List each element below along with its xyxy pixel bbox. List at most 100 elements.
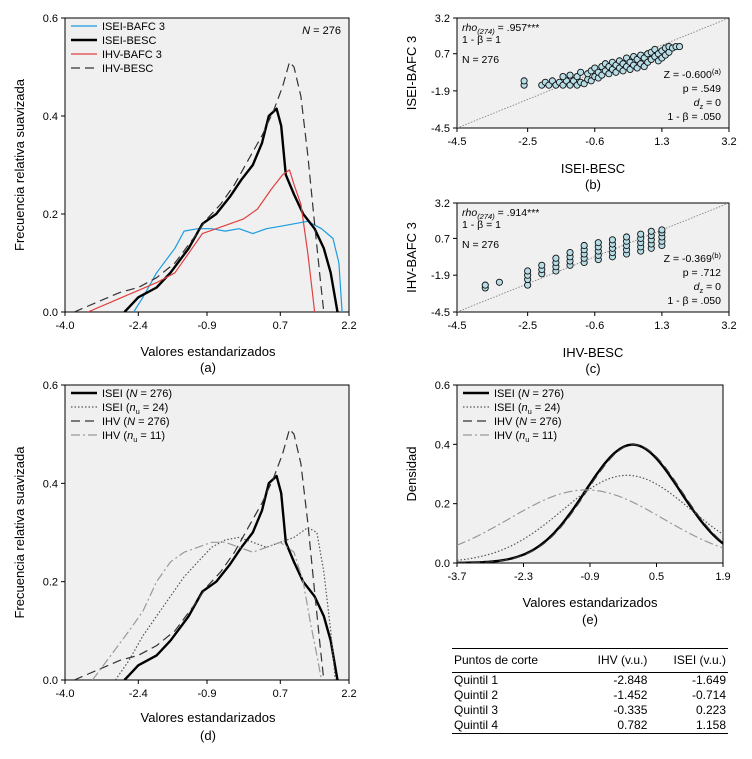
plot-content	[457, 203, 729, 312]
y-tick-label: 0.4	[43, 111, 58, 123]
data-point	[594, 239, 602, 247]
y-tick-label: 3.2	[435, 198, 450, 210]
plot-content	[457, 443, 723, 563]
sample-size-annotation: N = 276	[302, 25, 341, 37]
table-row: Quintil 3 -0.335 0.223	[452, 703, 728, 718]
data-point	[538, 261, 546, 269]
data-point	[658, 226, 666, 234]
stat-annotation: rho(274) = .957***	[462, 22, 539, 36]
ihv-value: -2.848	[613, 673, 648, 687]
data-point	[495, 278, 503, 286]
legend-label: ISEI (nu = 24)	[102, 402, 168, 416]
y-tick-label: 0.6	[43, 13, 58, 25]
series-line	[123, 107, 339, 312]
x-tick-label: -0.6	[585, 320, 604, 332]
identity-line	[457, 203, 729, 312]
panel-label: (c)	[585, 361, 600, 376]
x-tick-label: -3.7	[448, 571, 467, 583]
x-tick-label: -4.5	[448, 320, 467, 332]
table-row: Quintil 4 0.782 1.158	[452, 718, 728, 734]
plot-area	[64, 384, 350, 681]
data-point	[580, 241, 588, 250]
series-line	[457, 444, 723, 563]
isei-value: 0.223	[695, 703, 726, 717]
legend-label: ISEI-BAFC 3	[102, 21, 165, 33]
x-tick-label: -2.4	[129, 688, 148, 700]
panel-label: (b)	[585, 177, 601, 192]
legend-label: ISEI (N = 276)	[102, 388, 172, 400]
series-line	[123, 474, 339, 680]
legend-label: IHV-BESC	[102, 63, 153, 75]
x-tick-label: -0.9	[198, 688, 217, 700]
y-tick-label: -1.9	[431, 86, 450, 98]
x-tick-label: 0.7	[273, 688, 288, 700]
stat-annotation: 1 - β = .050	[667, 111, 721, 123]
plot-area	[456, 384, 724, 564]
legend-label: IHV (N = 276)	[494, 416, 562, 428]
series-line	[457, 489, 723, 549]
panel-b: -4.5 -2.5 -0.6 1.3 3.2 -4.5 -1.9 0.7 3.2 ISEI-BES…	[404, 13, 737, 192]
x-tick-label: -0.9	[581, 571, 600, 583]
isei-value: -1.649	[691, 673, 726, 687]
y-tick-label: 0.2	[43, 209, 58, 221]
x-tick-label: 0.5	[649, 571, 664, 583]
quintile-label: Quintil 2	[454, 688, 499, 702]
x-tick-label: -2.5	[518, 136, 537, 148]
stat-annotation: dz = 0	[694, 281, 722, 295]
panel-a: -4.0 -2.4 -0.9 0.7 2.2 0.0 0.2 0.4 0.6 Valores es…	[12, 13, 357, 375]
data-point	[524, 267, 532, 275]
x-tick-label: -2.5	[518, 320, 537, 332]
y-tick-label: 0.0	[43, 307, 58, 319]
x-tick-label: 2.2	[341, 320, 356, 332]
x-tick-label: 3.2	[721, 320, 736, 332]
panel-d: -4.0 -2.4 -0.9 0.7 2.2 0.0 0.2 0.4 0.6 Valores es…	[12, 380, 357, 743]
y-tick-label: 0.0	[435, 558, 450, 570]
series-line	[457, 474, 723, 561]
isei-value: -0.714	[691, 688, 726, 702]
plot-area	[64, 17, 350, 313]
y-tick-label: 0.2	[43, 577, 58, 589]
y-tick-label: -4.5	[431, 123, 450, 135]
y-tick-label: 0.6	[435, 380, 450, 392]
legend-label: ISEI (nu = 24)	[494, 402, 560, 416]
quintile-label: Quintil 4	[452, 718, 575, 734]
series-line	[92, 541, 323, 680]
y-tick-label: -1.9	[431, 270, 450, 282]
ihv-header: IHV (v.u.)	[574, 648, 650, 673]
y-axis-label: Densidad	[404, 447, 419, 502]
panel-label: (e)	[582, 612, 598, 627]
cut-points-header: Puntos de corte	[452, 648, 575, 673]
x-tick-label: 3.2	[721, 136, 736, 148]
y-tick-label: 0.0	[43, 675, 58, 687]
stat-annotation: N = 276	[462, 239, 499, 251]
y-tick-label: 0.4	[43, 478, 58, 490]
cut-points-table: Puntos de corte IHV (v.u.) ISEI (v.u.) Q…	[452, 648, 728, 734]
x-axis-label: Valores estandarizados	[141, 344, 276, 359]
x-tick-label: -2.4	[129, 320, 148, 332]
data-point	[623, 233, 631, 241]
x-tick-label: 1.3	[654, 136, 669, 148]
y-axis-label: Frecuencia relativa suavizada	[12, 446, 27, 619]
table-row: Quintil 1 -2.848 -1.649	[452, 673, 728, 689]
stat-annotation: 1 - β = .050	[667, 295, 721, 307]
quintile-label: Quintil 3	[454, 703, 499, 717]
data-point	[520, 77, 528, 85]
ihv-value: 0.782	[574, 718, 650, 734]
data-point	[577, 68, 585, 76]
legend-label: IHV (N = 276)	[102, 416, 170, 428]
plot-content	[73, 61, 343, 312]
data-point	[566, 248, 574, 257]
x-tick-label: 1.3	[654, 320, 669, 332]
y-axis-label: Frecuencia relativa suavizada	[12, 78, 27, 251]
panel-c: -4.5 -2.5 -0.6 1.3 3.2 -4.5 -1.9 0.7 3.2 IHV-BESC…	[404, 198, 737, 376]
y-tick-label: 3.2	[435, 13, 450, 25]
quintile-label: Quintil 1	[454, 673, 499, 687]
x-tick-label: 2.2	[341, 688, 356, 700]
stat-annotation: Z = -0.369(b)	[664, 251, 722, 265]
legend-label: ISEI-BESC	[102, 35, 156, 47]
x-axis-label: ISEI-BESC	[561, 161, 625, 176]
legend-label: IHV (nu = 11)	[102, 430, 165, 444]
y-tick-label: 0.7	[435, 49, 450, 61]
data-point	[559, 73, 567, 81]
